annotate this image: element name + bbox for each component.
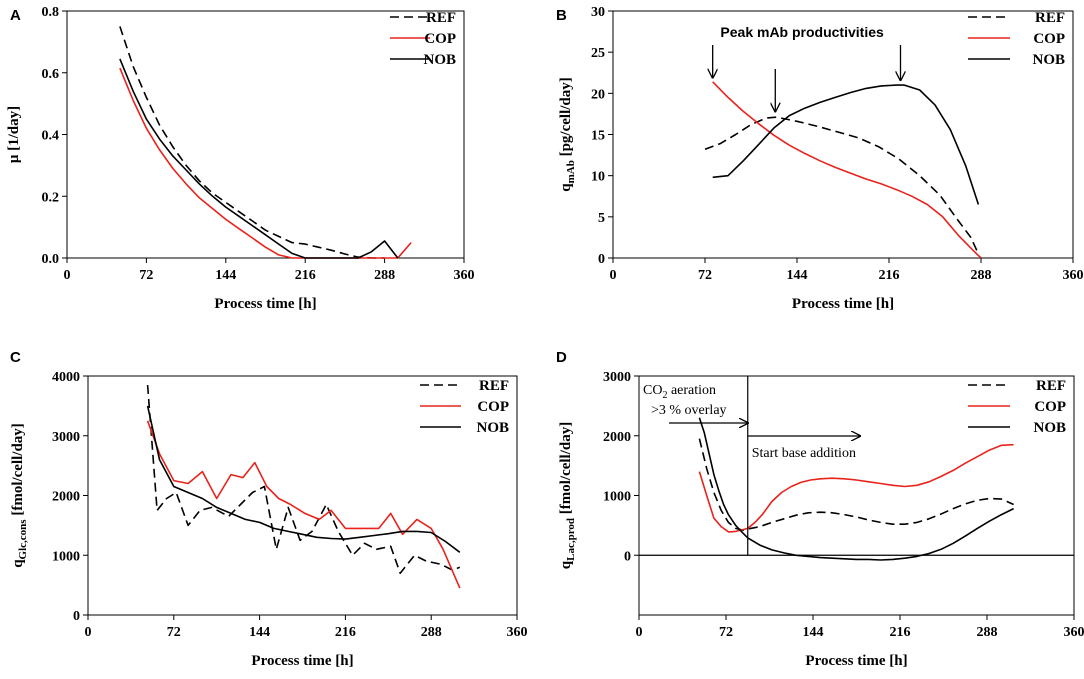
annotation-co2: CO2 aeration: [643, 383, 716, 401]
x-tick-label: 288: [971, 268, 992, 283]
legend-label-ref: REF: [1035, 10, 1065, 26]
panel-letter: D: [556, 349, 567, 366]
legend-label-nob: NOB: [423, 52, 456, 68]
x-tick-label: 288: [977, 625, 998, 640]
legend-label-cop: COP: [1034, 399, 1066, 415]
y-tick-label: 4000: [52, 370, 80, 385]
x-tick-label: 216: [335, 625, 356, 640]
legend-label-nob: NOB: [476, 420, 509, 436]
y-tick-label: 2000: [603, 430, 631, 445]
x-tick-label: 144: [215, 268, 236, 283]
y-tick-label: 15: [591, 129, 605, 144]
legend-label-cop: COP: [1033, 31, 1065, 47]
x-axis-label: Process time [h]: [251, 653, 353, 669]
x-tick-label: 216: [890, 625, 911, 640]
plot-frame: [87, 375, 518, 616]
y-tick-label: 0: [598, 252, 605, 267]
y-tick-label: 0: [73, 609, 80, 624]
annotation-peak: Peak mAb productivities: [720, 24, 884, 40]
y-tick-label: 30: [591, 5, 605, 20]
y-axis-label: qmAb [pg/cell/day]: [558, 77, 577, 192]
panel-letter: B: [556, 7, 567, 24]
y-tick-label: 2000: [52, 490, 80, 505]
y-axis-label: μ [1/day]: [6, 106, 22, 163]
y-tick-label: 3000: [603, 370, 631, 385]
x-tick-label: 72: [139, 268, 153, 283]
x-tick-label: 360: [507, 625, 528, 640]
y-tick-label: 0.8: [42, 5, 60, 20]
y-tick-label: 0.4: [42, 129, 60, 144]
annotation-base: Start base addition: [752, 446, 856, 461]
y-tick-label: 20: [591, 87, 605, 102]
series-line-ref: [704, 116, 980, 255]
x-tick-label: 0: [636, 625, 643, 640]
plot-frame: [612, 10, 1074, 259]
y-tick-label: 3000: [52, 430, 80, 445]
x-axis-label: Process time [h]: [805, 653, 907, 669]
x-tick-label: 216: [295, 268, 316, 283]
series-line-ref: [698, 438, 1014, 531]
series-line-cop: [698, 443, 1014, 533]
series-line-nob: [698, 417, 1014, 561]
panel-d: D 0 72 144 216 288 360 0 1000 2000 3000 Process tim…: [556, 349, 1084, 669]
panel-c: C 0 72 144 216 288 360 0 1000 2000 3000 4000 Process…: [10, 349, 528, 669]
x-tick-label: 216: [879, 268, 900, 283]
x-tick-label: 72: [698, 268, 712, 283]
y-tick-label: 5: [598, 211, 605, 226]
y-tick-label: 1000: [603, 490, 631, 505]
y-tick-label: 0: [624, 549, 631, 564]
x-tick-label: 144: [787, 268, 808, 283]
y-axis-label: qLac,prod [fmol/cell/day]: [558, 422, 577, 569]
y-tick-label: 0.6: [42, 67, 60, 82]
y-tick-label: 0.0: [42, 252, 60, 267]
y-tick-label: 25: [591, 46, 605, 61]
x-axis-label: Process time [h]: [214, 296, 316, 312]
legend-label-ref: REF: [479, 378, 509, 394]
legend-label-cop: COP: [424, 31, 456, 47]
legend-label-nob: NOB: [1032, 52, 1065, 68]
y-tick-label: 10: [591, 170, 605, 185]
series-line-cop: [712, 81, 982, 259]
x-tick-label: 72: [167, 625, 181, 640]
legend-label-ref: REF: [1036, 378, 1066, 394]
x-tick-label: 360: [1063, 268, 1084, 283]
x-tick-label: 0: [85, 625, 92, 640]
panel-letter: C: [10, 349, 21, 366]
legend-label-cop: COP: [477, 399, 509, 415]
x-tick-label: 360: [1064, 625, 1084, 640]
series-line-nob: [712, 84, 980, 205]
y-tick-label: 0.2: [42, 190, 60, 205]
series-line-cop: [146, 420, 461, 589]
series-line-nob: [119, 58, 399, 259]
y-axis-label: qGlc,cons [fmol/cell/day]: [10, 423, 29, 568]
series-line-ref: [119, 26, 385, 259]
legend-label-ref: REF: [426, 10, 456, 26]
x-tick-label: 0: [610, 268, 617, 283]
x-tick-label: 288: [421, 625, 442, 640]
x-tick-label: 144: [803, 625, 824, 640]
legend-label-nob: NOB: [1033, 420, 1066, 436]
series-line-ref: [146, 384, 461, 574]
x-axis-label: Process time [h]: [792, 296, 894, 312]
x-tick-label: 360: [454, 268, 475, 283]
x-tick-label: 72: [719, 625, 733, 640]
x-tick-label: 144: [249, 625, 270, 640]
x-tick-label: 0: [64, 268, 71, 283]
annotation-overlay: >3 % overlay: [651, 403, 727, 418]
y-tick-label: 1000: [52, 549, 80, 564]
series-line-nob: [146, 405, 461, 553]
x-tick-label: 288: [374, 268, 395, 283]
panel-b: B 0 72 144 216 288 360 0 5 10 15 20 25 30 Process time…: [556, 5, 1084, 312]
panel-letter: A: [10, 7, 21, 24]
panel-a: A 0 72 144 216 288 360 0.0 0.2 0.4 0.6 0.8 Process t…: [6, 5, 475, 312]
